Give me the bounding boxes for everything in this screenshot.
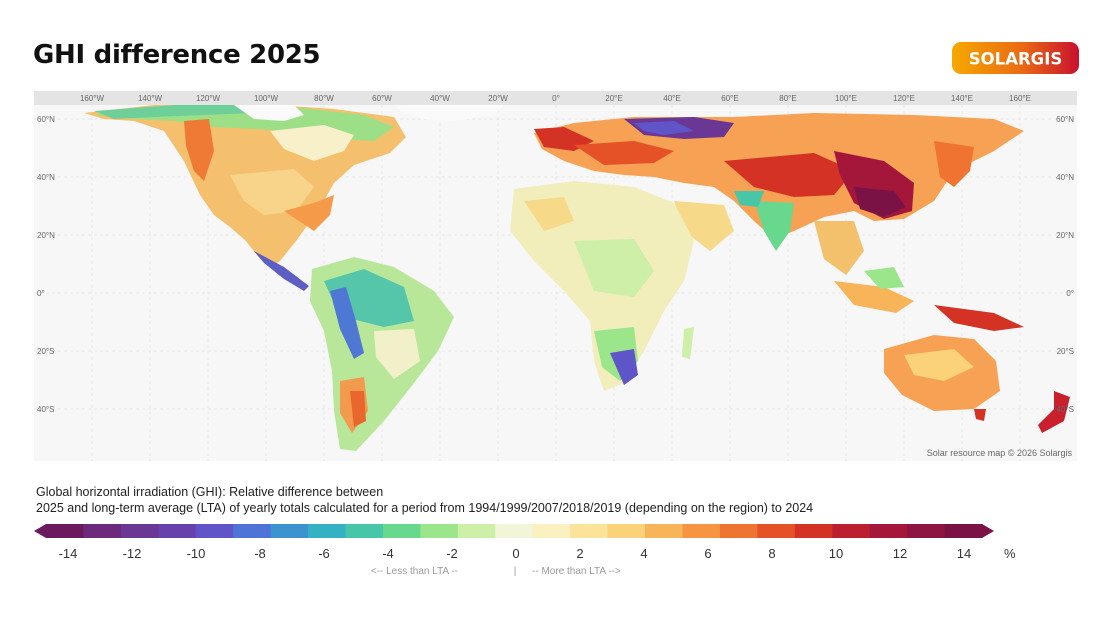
legend-tick-label: 8 bbox=[768, 546, 775, 561]
latitude-labels-left: 60°N 40°N 20°N 0° 20°S 40°S bbox=[37, 115, 55, 414]
hint-less-than-lta: <-- Less than LTA -- bbox=[371, 566, 458, 577]
lat-label: 40°N bbox=[1056, 173, 1074, 182]
legend-swatch bbox=[382, 524, 421, 538]
africa bbox=[510, 181, 694, 391]
lon-label: 160°W bbox=[80, 94, 105, 103]
legend-swatch bbox=[944, 524, 983, 538]
lon-label: 100°W bbox=[254, 94, 279, 103]
legend-swatch bbox=[869, 524, 908, 538]
legend-unit: % bbox=[1004, 546, 1016, 561]
legend-swatch bbox=[645, 524, 684, 538]
greenland bbox=[394, 105, 504, 121]
description-line-1: Global horizontal irradiation (GHI): Rel… bbox=[36, 485, 384, 499]
new-zealand bbox=[1038, 391, 1070, 433]
legend-tick-label: -10 bbox=[187, 546, 206, 561]
legend-swatch bbox=[233, 524, 272, 538]
legend-tick-label: -6 bbox=[318, 546, 330, 561]
legend-tick-label: 14 bbox=[957, 546, 971, 561]
legend-swatch bbox=[158, 524, 197, 538]
legend-arrow-left bbox=[34, 524, 46, 538]
legend-tick-label: 6 bbox=[704, 546, 711, 561]
legend-swatch bbox=[757, 524, 796, 538]
logo-text: SOLARGIS bbox=[969, 50, 1062, 69]
lon-label: 80°W bbox=[314, 94, 334, 103]
southeast-asia bbox=[834, 267, 1024, 331]
hint-more-than-lta: -- More than LTA --> bbox=[532, 566, 621, 577]
legend-swatch bbox=[832, 524, 871, 538]
lon-label: 120°E bbox=[893, 94, 915, 103]
legend-swatch bbox=[120, 524, 159, 538]
color-legend: -14 -12 -10 -8 -6 -4 -2 0 2 4 6 8 10 12 14 % <-- Less … bbox=[34, 524, 1016, 577]
world-ghi-map: 160°W 140°W 120°W 100°W 80°W 60°W 40°W 2… bbox=[34, 91, 1077, 461]
lat-label: 20°S bbox=[1057, 347, 1074, 356]
map-credit: Solar resource map © 2026 Solargis bbox=[926, 448, 1072, 458]
legend-swatch bbox=[345, 524, 384, 538]
lon-label: 140°E bbox=[951, 94, 973, 103]
legend-swatch bbox=[308, 524, 347, 538]
legend-arrow-right bbox=[982, 524, 994, 538]
legend-tick-label: -12 bbox=[123, 546, 142, 561]
legend-tick-label: -2 bbox=[446, 546, 458, 561]
solargis-logo[interactable]: SOLARGIS bbox=[952, 42, 1079, 74]
legend-swatch bbox=[907, 524, 946, 538]
australia bbox=[884, 335, 1000, 421]
legend-swatch bbox=[46, 524, 85, 538]
lat-label: 60°N bbox=[37, 115, 55, 124]
lon-label: 60°W bbox=[372, 94, 392, 103]
legend-swatch bbox=[682, 524, 721, 538]
lat-label: 0° bbox=[1066, 289, 1074, 298]
legend-swatches bbox=[34, 524, 994, 538]
lat-label: 40°N bbox=[37, 173, 55, 182]
lon-label: 120°W bbox=[196, 94, 221, 103]
lat-label: 0° bbox=[37, 289, 45, 298]
lat-label: 40°S bbox=[1057, 405, 1074, 414]
legend-tick-label: 2 bbox=[576, 546, 583, 561]
legend-swatch bbox=[457, 524, 496, 538]
top-margin-band bbox=[34, 91, 1077, 105]
legend-swatch bbox=[719, 524, 758, 538]
lon-label: 140°W bbox=[138, 94, 163, 103]
lon-label: 60°E bbox=[721, 94, 738, 103]
lat-label: 20°S bbox=[37, 347, 54, 356]
longitude-labels: 160°W 140°W 120°W 100°W 80°W 60°W 40°W 2… bbox=[80, 94, 1031, 103]
lat-label: 60°N bbox=[1056, 115, 1074, 124]
lon-label: 20°E bbox=[605, 94, 622, 103]
lon-label: 40°W bbox=[430, 94, 450, 103]
legend-swatch bbox=[83, 524, 122, 538]
legend-ticks: -14 -12 -10 -8 -6 -4 -2 0 2 4 6 8 10 12 14 bbox=[59, 546, 972, 561]
lat-label: 20°N bbox=[37, 231, 55, 240]
legend-tick-label: 10 bbox=[829, 546, 843, 561]
hint-separator: | bbox=[514, 566, 517, 577]
lat-label: 40°S bbox=[37, 405, 54, 414]
legend-swatch bbox=[607, 524, 646, 538]
north-america bbox=[84, 105, 406, 291]
lon-label: 80°E bbox=[779, 94, 796, 103]
legend-tick-label: 0 bbox=[512, 546, 519, 561]
legend-tick-label: -8 bbox=[254, 546, 266, 561]
legend-description: Global horizontal irradiation (GHI): Rel… bbox=[36, 484, 813, 516]
legend-tick-label: -14 bbox=[59, 546, 78, 561]
legend-tick-label: 12 bbox=[893, 546, 907, 561]
legend-swatch bbox=[794, 524, 833, 538]
lon-label: 100°E bbox=[835, 94, 857, 103]
legend-swatch bbox=[420, 524, 459, 538]
legend-swatch bbox=[195, 524, 234, 538]
page-title: GHI difference 2025 bbox=[33, 40, 321, 70]
lon-label: 20°W bbox=[488, 94, 508, 103]
legend-swatch bbox=[570, 524, 609, 538]
legend-swatch bbox=[532, 524, 571, 538]
lon-label: 160°E bbox=[1009, 94, 1031, 103]
lat-label: 20°N bbox=[1056, 231, 1074, 240]
lon-label: 40°E bbox=[663, 94, 680, 103]
south-america bbox=[310, 257, 454, 451]
description-line-2: 2025 and long-term average (LTA) of year… bbox=[36, 501, 814, 515]
legend-tick-label: 4 bbox=[640, 546, 647, 561]
legend-swatch bbox=[270, 524, 309, 538]
legend-swatch bbox=[495, 524, 534, 538]
lon-label: 0° bbox=[552, 94, 560, 103]
eurasia bbox=[534, 113, 1024, 275]
latitude-labels-right: 60°N 40°N 20°N 0° 20°S 40°S bbox=[1056, 115, 1074, 414]
legend-tick-label: -4 bbox=[382, 546, 394, 561]
